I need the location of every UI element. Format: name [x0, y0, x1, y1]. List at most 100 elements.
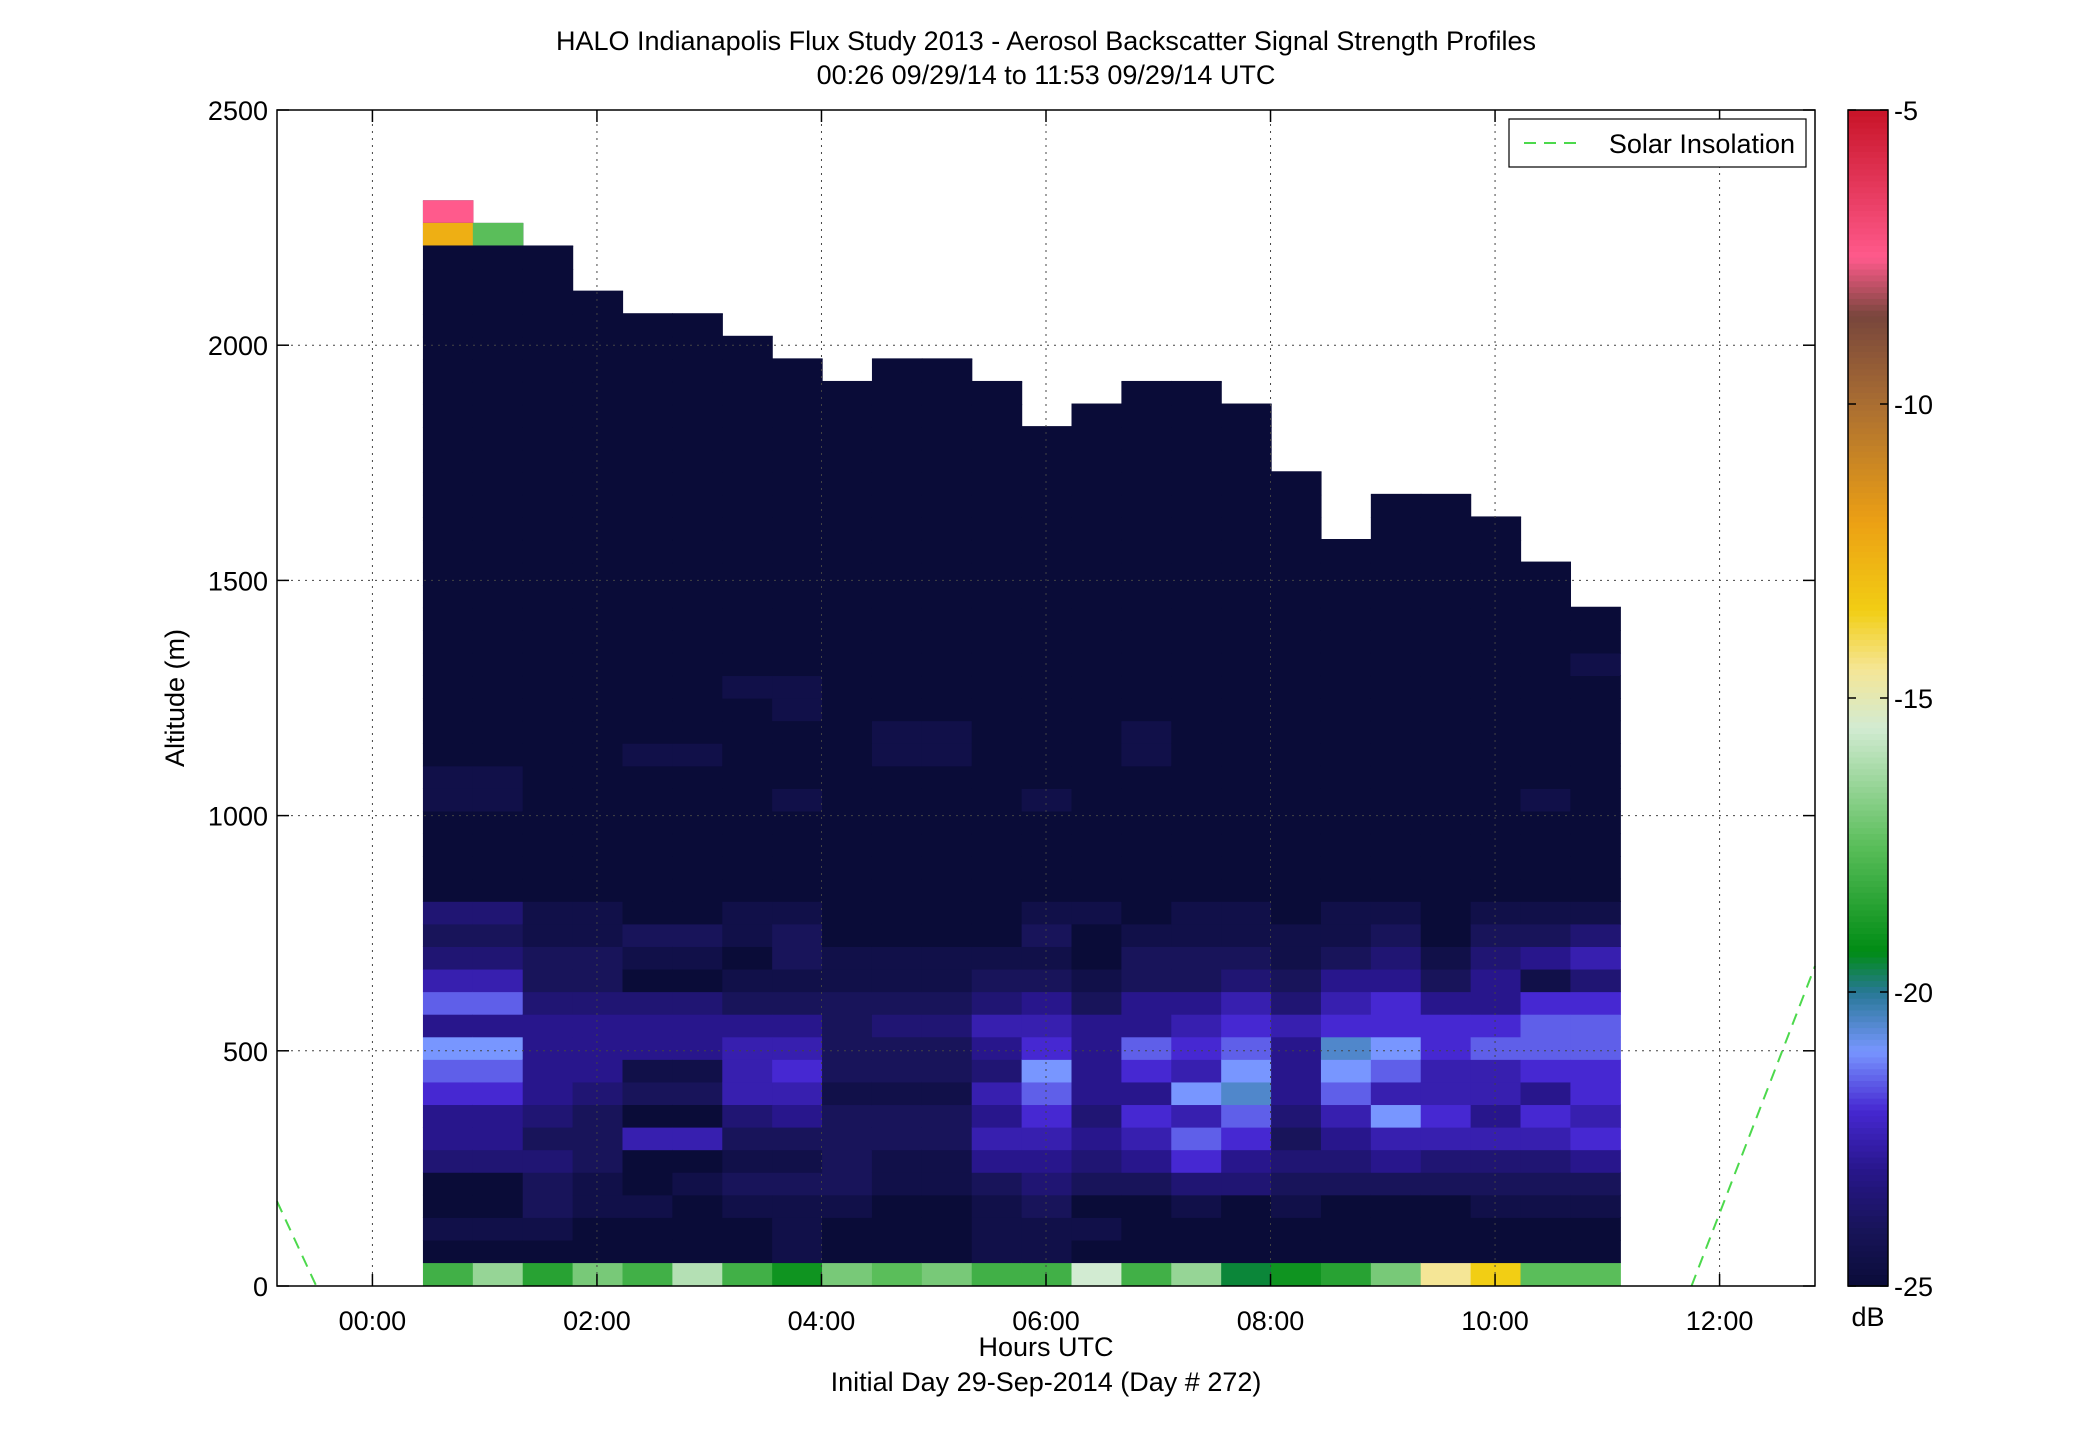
colorbar-strip — [1848, 915, 1888, 923]
heatmap-surface-cell — [1071, 1262, 1122, 1286]
heatmap-cell — [1420, 698, 1472, 722]
heatmap-cell — [1470, 1081, 1522, 1106]
heatmap-cell — [472, 1217, 524, 1241]
heatmap-cell — [572, 1217, 624, 1241]
heatmap-cell — [1221, 810, 1272, 835]
heatmap-surface-cell — [422, 1262, 474, 1286]
heatmap-cell — [1320, 675, 1372, 699]
heatmap-cell — [1121, 427, 1172, 451]
colorbar-strip — [1848, 909, 1888, 917]
heatmap-cell — [1420, 675, 1472, 699]
heatmap-cell — [1420, 923, 1472, 947]
heatmap-cell — [472, 1149, 524, 1173]
colorbar-strip — [1848, 962, 1888, 970]
heatmap-cell — [522, 630, 574, 654]
heatmap-cell — [921, 1217, 973, 1241]
colorbar-strip — [1848, 780, 1888, 787]
heatmap-cell — [871, 1217, 923, 1241]
heatmap-cell — [622, 607, 673, 631]
colorbar-strip — [1848, 157, 1888, 164]
heatmap-cell — [921, 720, 973, 744]
heatmap-cell — [871, 833, 923, 857]
heatmap-cell — [672, 630, 723, 654]
heatmap-cell — [1171, 449, 1222, 473]
heatmap-cell — [772, 562, 823, 586]
colorbar-strip — [1848, 1186, 1888, 1193]
heatmap-cell — [422, 1194, 474, 1218]
heatmap-cell — [772, 358, 823, 360]
heatmap-cell — [672, 1014, 723, 1038]
heatmap-cell — [572, 765, 624, 789]
colorbar-strip — [1848, 586, 1888, 593]
heatmap-cell — [1570, 1059, 1621, 1083]
colorbar-strip — [1848, 304, 1888, 311]
heatmap-cell — [1221, 1194, 1272, 1218]
heatmap-cell — [422, 359, 474, 383]
heatmap-cell — [472, 494, 524, 518]
heatmap-cell — [472, 1239, 524, 1264]
heatmap-cell — [1121, 1194, 1172, 1218]
colorbar-strip — [1848, 351, 1888, 358]
heatmap-cell — [422, 222, 474, 246]
heatmap-cell — [1320, 1036, 1372, 1060]
heatmap-cell — [522, 1172, 574, 1196]
heatmap-cell — [1320, 1127, 1372, 1151]
heatmap-cell — [622, 1217, 673, 1241]
heatmap-cell — [1171, 380, 1222, 383]
heatmap-cell — [722, 1149, 773, 1173]
heatmap-cell — [522, 1014, 574, 1038]
heatmap-cell — [422, 901, 474, 925]
heatmap-cell — [1021, 1149, 1073, 1173]
heatmap-cell — [871, 788, 923, 812]
heatmap-cell — [572, 968, 624, 993]
heatmap-cell — [1021, 472, 1073, 496]
heatmap-cell — [1420, 652, 1472, 677]
colorbar-strip — [1848, 509, 1888, 517]
solar-insolation-line — [1690, 965, 1816, 1287]
heatmap-cell — [672, 901, 723, 925]
heatmap-cell — [1121, 1036, 1172, 1060]
colorbar-strip — [1848, 650, 1888, 658]
heatmap-cell — [1370, 788, 1422, 812]
heatmap-cell — [772, 1194, 823, 1218]
heatmap-cell — [1470, 856, 1522, 880]
heatmap-cell — [1021, 675, 1073, 699]
heatmap-cell — [1271, 1194, 1322, 1218]
heatmap-surface-cell — [1021, 1262, 1073, 1286]
heatmap-cell — [1320, 607, 1372, 631]
heatmap-cell — [1570, 743, 1621, 767]
heatmap-cell — [472, 810, 524, 835]
heatmap-cell — [1071, 472, 1122, 496]
heatmap-cell — [1221, 517, 1272, 541]
heatmap-cell — [1271, 1172, 1322, 1196]
heatmap-cell — [971, 698, 1023, 722]
heatmap-cell — [672, 381, 723, 406]
heatmap-cell — [822, 427, 873, 451]
heatmap-cell — [1570, 1239, 1621, 1264]
heatmap-cell — [921, 517, 973, 541]
heatmap-cell — [1121, 810, 1172, 835]
heatmap-cell — [622, 1239, 673, 1264]
heatmap-cell — [522, 1127, 574, 1151]
heatmap-cell — [722, 675, 773, 699]
heatmap-cell — [871, 449, 923, 473]
heatmap-cell — [971, 472, 1023, 496]
heatmap-cell — [1121, 833, 1172, 857]
heatmap-cell — [871, 427, 923, 451]
heatmap-cell — [1320, 539, 1372, 564]
heatmap-cell — [572, 1194, 624, 1218]
heatmap-cell — [871, 1127, 923, 1151]
heatmap-cell — [921, 630, 973, 654]
heatmap-cell — [1071, 403, 1122, 406]
heatmap-cell — [622, 652, 673, 677]
heatmap-cell — [772, 698, 823, 722]
heatmap-cell — [1420, 585, 1472, 609]
heatmap-cell — [1570, 630, 1621, 654]
heatmap-cell — [1221, 878, 1272, 902]
heatmap-cell — [1021, 607, 1073, 631]
heatmap-cell — [572, 381, 624, 406]
heatmap-cell — [722, 539, 773, 564]
heatmap-cell — [1370, 720, 1422, 744]
heatmap-cell — [1420, 788, 1472, 812]
heatmap-cell — [1520, 630, 1572, 654]
